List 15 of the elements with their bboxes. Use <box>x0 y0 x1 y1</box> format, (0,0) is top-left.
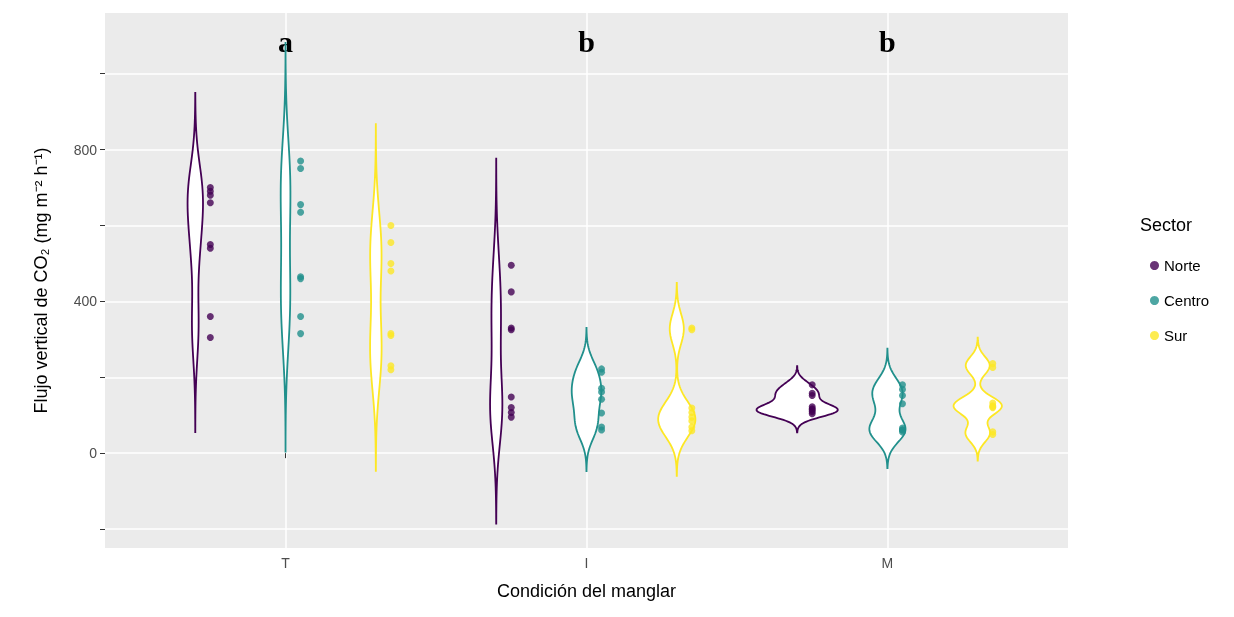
legend-label: Centro <box>1163 292 1210 309</box>
x-tick-label: I <box>584 555 589 571</box>
legend-label: Norte <box>1163 257 1201 274</box>
annotation: a <box>278 24 294 58</box>
y-tick-label: 400 <box>73 293 98 310</box>
y-tick-label: 0 <box>89 445 98 462</box>
x-tick-label: T <box>281 555 291 571</box>
annotation: b <box>578 24 595 58</box>
legend-title: Sector <box>1139 215 1193 235</box>
y-tick-label: 800 <box>73 141 98 158</box>
y-axis-title: Flujo vertical de CO₂ (mg m⁻² h⁻¹) <box>31 147 51 414</box>
annotation: b <box>879 24 896 58</box>
x-axis-title: Condición del manglar <box>496 581 677 601</box>
legend-label: Sur <box>1163 327 1188 344</box>
x-tick-label: M <box>881 555 894 571</box>
